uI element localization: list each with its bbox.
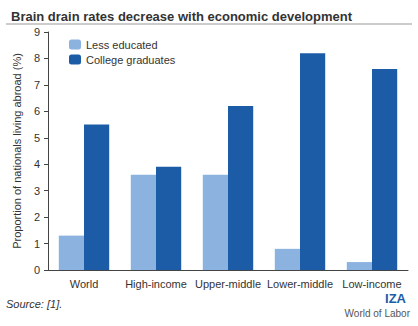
svg-text:College graduates: College graduates <box>86 54 176 66</box>
svg-text:2: 2 <box>34 211 40 223</box>
svg-text:1: 1 <box>34 238 40 250</box>
svg-text:Lower-middle: Lower-middle <box>267 278 333 290</box>
svg-text:Low-income: Low-income <box>342 278 401 290</box>
svg-text:Upper-middle: Upper-middle <box>195 278 261 290</box>
svg-text:Proportion of nationals living: Proportion of nationals living abroad (%… <box>11 53 23 249</box>
svg-text:IZA: IZA <box>385 291 407 306</box>
svg-text:7: 7 <box>34 79 40 91</box>
svg-text:High-income: High-income <box>125 278 187 290</box>
svg-text:Source: [1].: Source: [1]. <box>6 298 62 310</box>
svg-text:Less educated: Less educated <box>86 39 158 51</box>
svg-text:Brain drain rates decrease wit: Brain drain rates decrease with economic… <box>11 9 353 24</box>
svg-text:4: 4 <box>34 158 40 170</box>
svg-text:9: 9 <box>34 26 40 38</box>
svg-text:World of Labor: World of Labor <box>345 308 411 319</box>
svg-text:8: 8 <box>34 52 40 64</box>
svg-text:0: 0 <box>34 264 40 276</box>
svg-text:5: 5 <box>34 132 40 144</box>
svg-text:World: World <box>70 278 99 290</box>
svg-text:6: 6 <box>34 105 40 117</box>
svg-text:3: 3 <box>34 185 40 197</box>
